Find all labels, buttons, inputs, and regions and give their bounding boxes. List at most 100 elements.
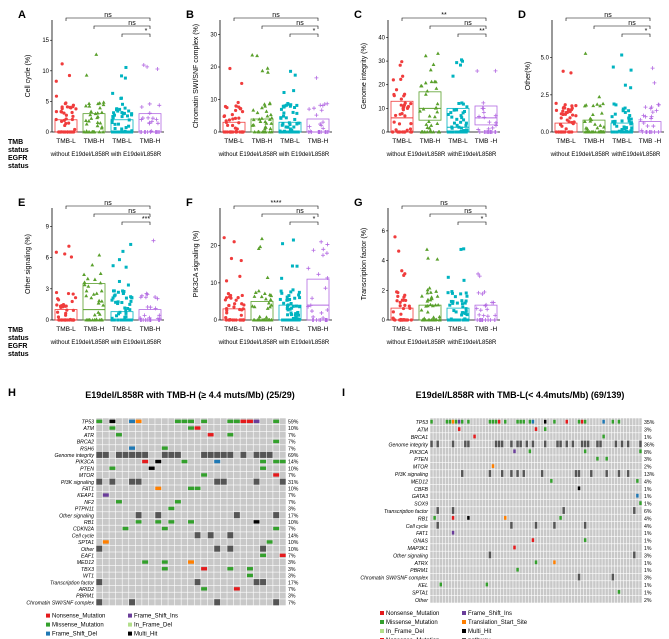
panel-A-data-point (147, 111, 152, 116)
panel-I-cell (540, 477, 544, 485)
panel-I-cell (534, 440, 538, 448)
panel-I-cell (510, 499, 513, 507)
panel-H-mutation-cell (246, 419, 253, 424)
panel-G-data-point (419, 308, 424, 312)
panel-C-data-point (455, 123, 459, 127)
panel-I-cell (580, 499, 584, 507)
panel-I-cell (500, 529, 504, 537)
panel-I-cell (626, 477, 630, 485)
panel-I-cell (577, 477, 581, 485)
panel-F-data-point (264, 315, 269, 319)
panel-I-mutation-cell (448, 419, 452, 424)
panel-I-cell (510, 558, 513, 566)
panel-I-cell (482, 418, 486, 426)
panel-D-ytick-label: 2.5 (541, 93, 550, 99)
panel-I-cell (513, 418, 516, 426)
panel-H-cell (115, 552, 122, 559)
panel-H-pct-label: 7% (288, 440, 296, 446)
panel-I-cell (571, 455, 575, 463)
panel-I-cell (630, 544, 633, 551)
panel-I-cell (451, 447, 455, 455)
panel-H-cell (253, 431, 260, 438)
panel-I-cell (516, 462, 519, 470)
panel-I-cell (614, 558, 618, 566)
panel-H-cell (142, 545, 149, 552)
panel-H-cell (253, 572, 260, 579)
panel-I-cell (516, 588, 519, 596)
panel-I-cell (528, 558, 532, 566)
panel-I-cell (614, 425, 618, 433)
panel-G-data-point (460, 311, 464, 315)
panel-I-cell (602, 588, 605, 596)
panel-I-cell (630, 514, 633, 522)
panel-A-data-point (54, 117, 58, 122)
panel-H-legend-label: Nonsense_Mutation (52, 614, 105, 620)
panel-B-data-point (312, 106, 317, 111)
panel-G-data-point (403, 303, 407, 308)
panel-I-cell (454, 514, 458, 522)
panel-I-cell (439, 425, 442, 433)
panel-F-data-point (225, 311, 229, 315)
panel-I-cell (430, 536, 433, 544)
panel-I-mutation-cell (602, 419, 605, 424)
panel-I-cell (574, 588, 578, 596)
panel-I-legend-swatch (462, 629, 466, 633)
panel-I-cell (488, 484, 492, 492)
panel-I-cell (457, 521, 461, 529)
panel-F-data-point (289, 290, 293, 294)
panel-I-cell (470, 544, 473, 551)
panel-I-cell (620, 484, 624, 492)
panel-I-cell (516, 433, 519, 440)
panel-H-cell (194, 498, 201, 505)
panel-F-data-point (284, 318, 288, 322)
panel-I-mutation-cell (504, 419, 507, 424)
panel-I-cell (611, 507, 615, 514)
panel-I-cell (451, 595, 455, 603)
panel-G-data-point (456, 318, 460, 322)
panel-E-data-point (99, 318, 104, 322)
panel-I-cell (461, 425, 464, 433)
panel-A-data-point (123, 106, 127, 110)
panel-G-data-point (436, 302, 441, 307)
panel-I-cell (550, 425, 553, 433)
panel-A-data-point (123, 76, 127, 80)
panel-H-cell (246, 451, 253, 458)
panel-I-cell (580, 484, 584, 492)
panel-I-cell (513, 521, 516, 529)
panel-F-xtick-label: TMB-L (224, 326, 244, 333)
panel-I-cell (623, 447, 627, 455)
panel-H-cell (109, 512, 116, 519)
panel-I-cell (439, 433, 442, 440)
panel-I-cell (617, 477, 621, 485)
panel-I-cell (507, 566, 510, 574)
panel-I-cell (522, 484, 525, 492)
panel-I-cell (556, 529, 559, 537)
panel-E-data-point (110, 316, 114, 320)
panel-H-cell (188, 552, 194, 559)
panel-H-mutation-cell (115, 451, 122, 458)
panel-I-cell (614, 573, 618, 581)
panel-B-xtick-label: TMB-L (224, 138, 244, 145)
panel-I-cell (473, 470, 476, 477)
panel-I-cell (454, 588, 458, 596)
panel-I-cell (500, 558, 504, 566)
panel-I-pct-label: 3% (644, 553, 652, 559)
panel-I-cell (467, 492, 470, 500)
panel-C-egfr-label: without E19del/L858R (386, 152, 446, 158)
panel-H-pct-label: 10% (288, 540, 299, 546)
panel-H-cell (155, 445, 162, 452)
panel-I-cell (516, 551, 519, 559)
panel-H-cell (122, 579, 129, 586)
panel-I-cell (473, 514, 476, 522)
panel-I-cell (494, 492, 498, 500)
panel-I-cell (623, 544, 627, 551)
panel-H-mutation-cell (109, 426, 116, 430)
panel-E-data-point (98, 281, 103, 285)
panel-D-data-point (582, 103, 587, 108)
panel-I-cell (620, 536, 624, 544)
panel-B-data-point (279, 107, 283, 111)
panel-I-cell (448, 566, 452, 574)
panel-I-cell (611, 499, 615, 507)
panel-G-data-point (478, 308, 483, 313)
